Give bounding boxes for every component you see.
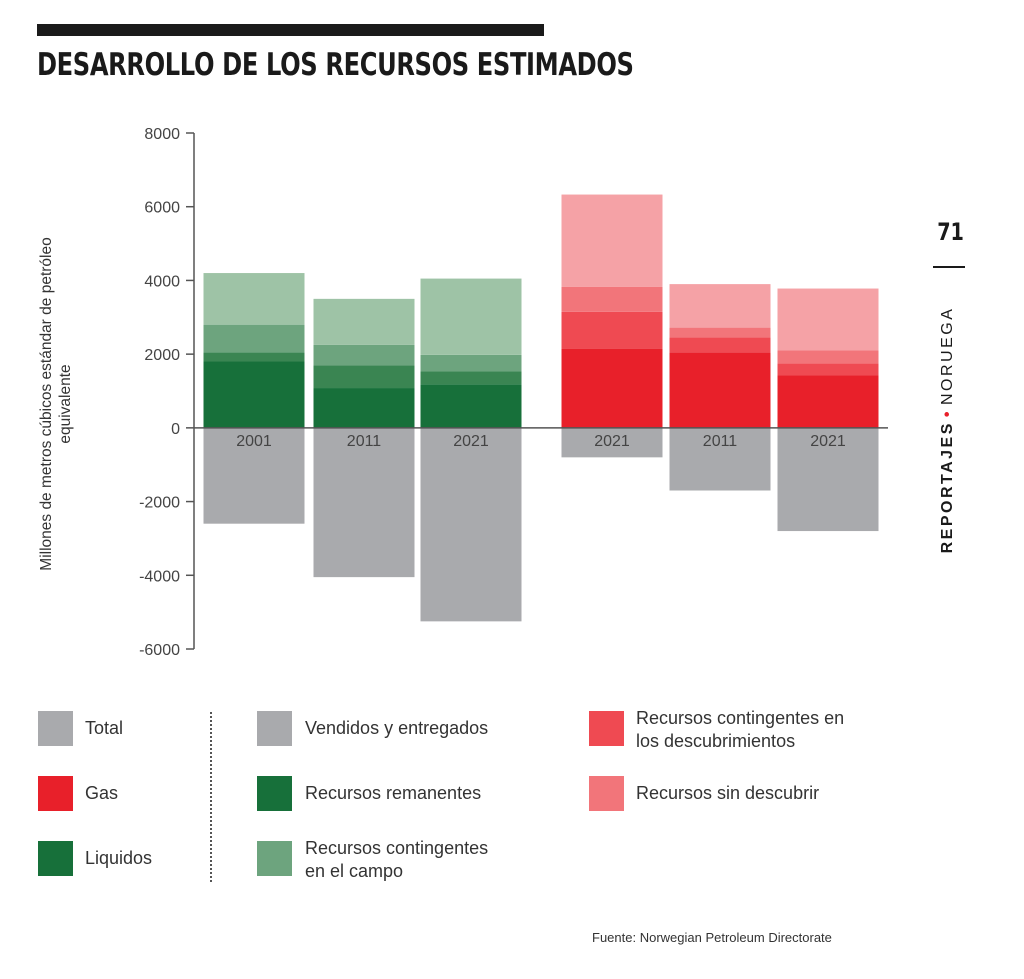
gas-bar-segment: [777, 350, 879, 364]
title-rule: [37, 24, 544, 36]
legend-sin-descubrir: Recursos sin descubrir: [589, 776, 819, 811]
legend-liquidos: Liquidos: [38, 841, 152, 876]
liquids-bar-segment: [313, 388, 415, 428]
category-label: 2001: [236, 433, 272, 450]
category-label: 2011: [703, 433, 738, 450]
y-tick-label: -6000: [139, 642, 180, 659]
gas-bar-segment: [777, 363, 879, 376]
liquids-bar-segment: [313, 344, 415, 366]
gas-bar-segment: [669, 327, 771, 338]
legend-gas: Gas: [38, 776, 118, 811]
legend-contingentes-campo: Recursos contingentes en el campo: [257, 838, 488, 883]
gas-bar-segment: [561, 348, 663, 428]
gas-bar-segment: [561, 286, 663, 312]
category-label: 2011: [347, 433, 382, 450]
country-name: NORUEGA: [939, 306, 956, 406]
legend-label-liquidos: Liquidos: [85, 848, 153, 868]
gas-bar-segment: [777, 375, 879, 428]
gas-bar-segment: [669, 284, 771, 328]
legend-separator: [210, 712, 212, 882]
y-tick-label: 8000: [144, 126, 180, 143]
legend-label-contingentes-desc: Recursos contingentes en los descubrimie…: [636, 707, 844, 753]
legend-swatch-contingentes-desc: [589, 711, 624, 746]
legend-label-sin-descubrir: Recursos sin descubrir: [636, 783, 820, 803]
section-name: REPORTAJES: [939, 421, 956, 554]
legend-label-contingentes-campo-line1: Recursos contingentes: [305, 838, 489, 858]
liquids-bar-segment: [420, 371, 522, 385]
legend-label-contingentes-desc-line1: Recursos contingentes en: [636, 708, 845, 728]
legend-label-contingentes-campo: Recursos contingentes en el campo: [305, 837, 488, 883]
legend-swatch-contingentes-campo: [257, 841, 292, 876]
liquids-bar-sold: [313, 427, 415, 578]
legend-label-remanentes: Recursos remanentes: [305, 783, 482, 803]
gas-bar-segment: [669, 337, 771, 353]
legend-swatch-remanentes: [257, 776, 292, 811]
legend-vendidos: Vendidos y entregados: [257, 711, 488, 746]
legend-total: Total: [38, 711, 123, 746]
liquids-bar-segment: [313, 298, 415, 345]
gas-bar-segment: [561, 194, 663, 287]
legend-contingentes-desc: Recursos contingentes en los descubrimie…: [589, 708, 844, 753]
liquids-bar-sold: [203, 427, 305, 524]
gas-bar-segment: [561, 311, 663, 349]
section-separator: •: [939, 409, 956, 418]
category-label: 2021: [810, 433, 846, 450]
y-tick-label: -4000: [139, 568, 180, 585]
gas-bar-sold: [561, 427, 663, 458]
liquids-bar-segment: [420, 354, 522, 372]
chart-title: DESARROLLO DE LOS RECURSOS ESTIMADOS: [37, 47, 634, 83]
liquids-bar-segment: [203, 273, 305, 325]
source-note: Fuente: Norwegian Petroleum Directorate: [592, 930, 832, 945]
gas-bar-segment: [777, 288, 879, 351]
legend-label-total: Total: [85, 718, 124, 738]
legend-label-vendidos: Vendidos y entregados: [305, 718, 489, 738]
y-tick-label: -2000: [139, 495, 180, 512]
gas-bar-segment: [669, 352, 771, 428]
y-tick-label: 4000: [144, 273, 180, 290]
legend-remanentes: Recursos remanentes: [257, 776, 481, 811]
legend-swatch-gas: [38, 776, 73, 811]
legend-label-contingentes-desc-line2: los descubrimientos: [636, 731, 796, 751]
section-label: REPORTAJES • NORUEGA: [939, 307, 957, 554]
category-label: 2021: [594, 433, 630, 450]
legend-swatch-total: [38, 711, 73, 746]
y-tick-label: 6000: [144, 200, 180, 217]
category-label: 2021: [453, 433, 489, 450]
legend-swatch-sin-descubrir: [589, 776, 624, 811]
liquids-bar-segment: [203, 352, 305, 362]
liquids-bar-segment: [203, 324, 305, 353]
side-rule: [933, 266, 965, 268]
gas-bar-sold: [777, 427, 879, 532]
gas-bar-sold: [669, 427, 771, 491]
bar-chart: 8000 6000 4000 2000 0 -2000 -4000 -6000 2001 2011…: [139, 126, 888, 659]
legend-swatch-liquidos: [38, 841, 73, 876]
y-tick-label: 0: [171, 421, 180, 438]
page-number: 71: [937, 218, 964, 246]
liquids-bar-segment: [313, 365, 415, 389]
legend-label-contingentes-campo-line2: en el campo: [305, 861, 404, 881]
y-tick-label: 2000: [144, 347, 180, 364]
liquids-bar-sold: [420, 427, 522, 622]
liquids-bar-segment: [420, 384, 522, 428]
liquids-bar-segment: [420, 278, 522, 355]
legend-swatch-vendidos: [257, 711, 292, 746]
legend-label-gas: Gas: [85, 783, 119, 803]
liquids-bar-segment: [203, 361, 305, 428]
